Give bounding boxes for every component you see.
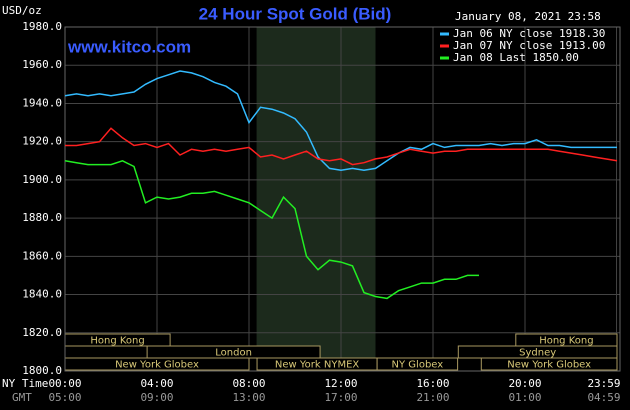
- x2-tick-label: 01:00: [508, 391, 541, 404]
- x2-tick-label: 17:00: [324, 391, 357, 404]
- x-tick-label: 04:00: [140, 377, 173, 390]
- x2-tick-label: 05:00: [48, 391, 81, 404]
- chart-title: 24 Hour Spot Gold (Bid): [199, 4, 392, 23]
- x2-tick-label: 21:00: [416, 391, 449, 404]
- date: January 08, 2021 23:58: [455, 10, 601, 23]
- session-label: Hong Kong: [90, 336, 144, 347]
- plot-frame: [64, 26, 621, 372]
- session-box: [376, 357, 459, 371]
- legend-label: Jan 07 NY close 1913.00: [453, 39, 605, 52]
- y-tick-label: 1820.0: [22, 326, 62, 339]
- session-label: New York Globex: [115, 360, 199, 371]
- x2-tick-label: 09:00: [140, 391, 173, 404]
- x-axis-label: NY Time: [2, 377, 48, 390]
- session-box: [480, 357, 618, 371]
- session-label: Hong Kong: [539, 336, 593, 347]
- session-label: Sydney: [519, 348, 556, 359]
- y-tick-label: 1900.0: [22, 173, 62, 186]
- x-tick-label: 20:00: [508, 377, 541, 390]
- y-tick-label: 1920.0: [22, 135, 62, 148]
- y-tick-label: 1960.0: [22, 58, 62, 71]
- y-axis-label: USD/oz: [2, 4, 42, 17]
- y-tick-label: 1840.0: [22, 288, 62, 301]
- y-tick-label: 1980.0: [22, 20, 62, 33]
- x-tick-label: 16:00: [416, 377, 449, 390]
- watermark: www.kitco.com: [67, 37, 191, 56]
- legend-label: Jan 08 Last 1850.00: [453, 51, 579, 64]
- y-tick-label: 1880.0: [22, 211, 62, 224]
- x-tick-label: 23:59: [587, 377, 620, 390]
- x2-tick-label: 04:59: [587, 391, 620, 404]
- y-tick-label: 1800.0: [22, 364, 62, 377]
- x-tick-label: 12:00: [324, 377, 357, 390]
- session-label: New York Globex: [507, 360, 591, 371]
- y-tick-label: 1860.0: [22, 249, 62, 262]
- nymex-shade: [256, 27, 376, 371]
- session-label: New York NYMEX: [275, 360, 360, 371]
- series-line: [65, 127, 618, 166]
- series-line: [64, 159, 479, 300]
- y-tick-label: 1940.0: [22, 96, 62, 109]
- series-line: [64, 70, 617, 172]
- x2-tick-label: 13:00: [232, 391, 265, 404]
- x-tick-label: 08:00: [232, 377, 265, 390]
- session-label: London: [215, 348, 252, 359]
- x2-axis-label: GMT: [12, 391, 32, 404]
- session-label: NY Globex: [392, 360, 444, 371]
- legend-label: Jan 06 NY close 1918.30: [453, 27, 605, 40]
- x-tick-label: 00:00: [48, 377, 81, 390]
